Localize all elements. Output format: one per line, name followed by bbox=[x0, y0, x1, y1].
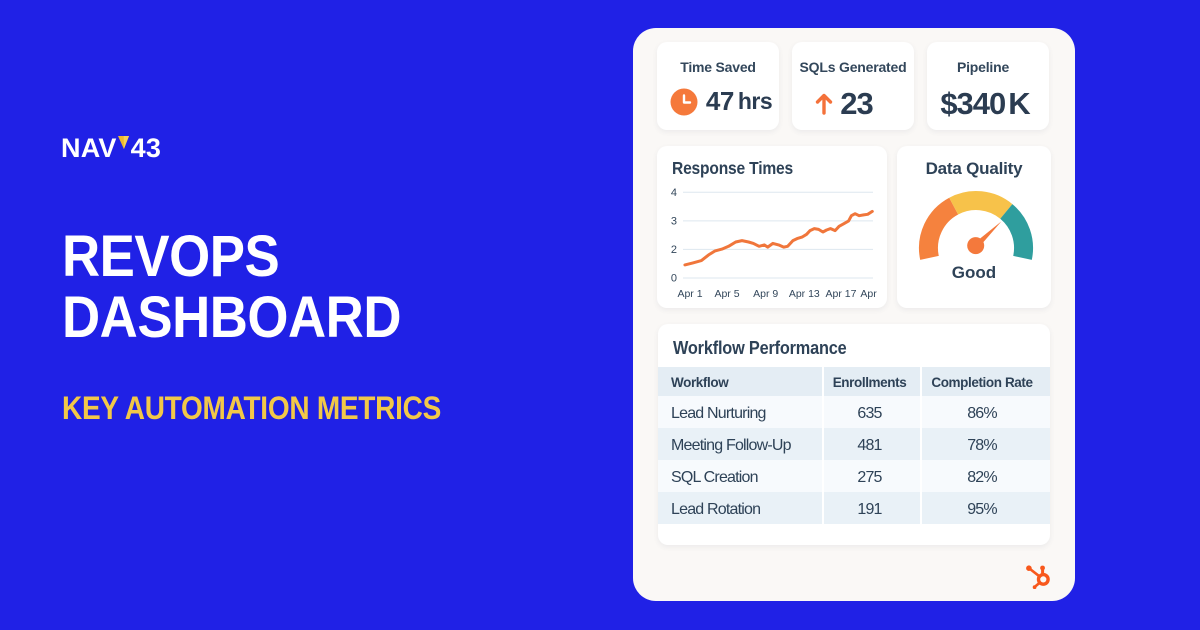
svg-text:0: 0 bbox=[671, 273, 677, 285]
svg-text:Apr 9: Apr 9 bbox=[753, 288, 778, 300]
svg-text:Apr 5: Apr 5 bbox=[714, 288, 739, 300]
svg-text:Apr 1: Apr 1 bbox=[677, 288, 702, 300]
svg-text:Apr: Apr bbox=[860, 288, 877, 300]
svg-text:2: 2 bbox=[671, 244, 677, 256]
svg-text:3: 3 bbox=[671, 216, 677, 228]
svg-text:Apr 13: Apr 13 bbox=[789, 288, 820, 300]
svg-text:4: 4 bbox=[671, 187, 677, 199]
svg-text:Apr 17: Apr 17 bbox=[826, 288, 857, 300]
